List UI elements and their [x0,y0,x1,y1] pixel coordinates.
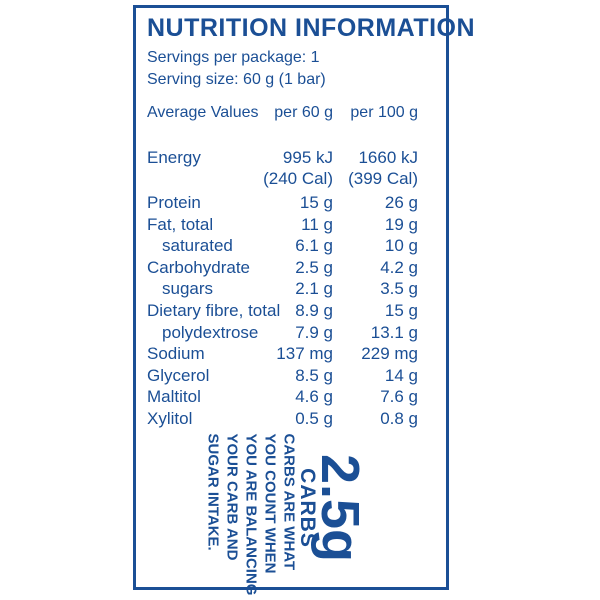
nutrient-label: saturated [162,236,233,256]
nutrient-label: Carbohydrate [147,257,251,277]
nutrient-per-100g: 14 g [384,365,418,385]
nutrient-per-100g: 3.5 g [380,279,418,299]
header-average-values: Average Values [147,104,259,121]
nutrient-row: sugars 2.1 g 3.5 g [136,279,446,301]
message-line: YOU COUNT WHEN [261,433,279,574]
nutrient-per-serving: 15 g [299,193,333,212]
nutrient-label: Dietary fibre, total [147,301,281,320]
nutrient-per-serving: 2.1 g [295,279,333,299]
nutrient-row: polydextrose 7.9 g 13.1 g [136,323,446,345]
nutrient-per-100g: 0.8 g [380,409,418,428]
header-per-60g: per 60 g [274,104,333,121]
nutrient-per-100g: 15 g [384,301,418,320]
nutrient-label: Glycerol [147,365,210,385]
nutrient-per-serving: 137 mg [276,344,333,364]
message-line: CARBS ARE WHAT [280,433,298,571]
energy-cal-per-100g: (399 Cal) [348,169,418,188]
nutrient-per-serving: 0.5 g [295,409,333,428]
panel-title: NUTRITION INFORMATION [147,14,476,42]
nutrient-row: Glycerol 8.5 g 14 g [136,366,446,388]
nutrient-per-serving: 4.6 g [295,387,333,407]
nutrition-panel: NUTRITION INFORMATION Servings per packa… [133,5,475,595]
nutrient-row: Protein 15 g 26 g [136,193,446,215]
nutrient-per-100g: 4.2 g [380,257,418,277]
header-per-100g: per 100 g [350,104,418,121]
nutrient-label: Maltitol [147,387,201,407]
nutrient-per-100g: 26 g [384,193,418,212]
energy-cal-per-serving: (240 Cal) [263,169,333,188]
nutrient-per-100g: 19 g [384,214,418,234]
nutrient-per-serving: 2.5 g [295,257,333,277]
carbs-value: 2.5g [310,453,370,563]
nutrient-per-serving: 7.9 g [295,322,333,342]
nutrient-per-serving: 11 g [301,214,333,234]
nutrient-label: sugars [162,279,214,299]
nutrient-per-serving: 6.1 g [295,236,333,256]
nutrient-row: Carbohydrate 2.5 g 4.2 g [136,258,446,280]
nutrient-label: polydextrose [162,322,259,342]
energy-cal-row: (240 Cal) (399 Cal) [136,169,446,191]
nutrient-per-serving: 8.9 g [295,301,333,320]
nutrient-label: Xylitol [147,409,193,428]
carbs-badge: 2.5g [310,438,371,578]
message-line: SUGAR INTAKE. [204,433,222,551]
nutrient-per-100g: 13.1 g [370,322,418,342]
energy-row: Energy 995 kJ 1660 kJ [136,148,446,170]
nutrient-per-serving: 8.5 g [295,365,333,385]
nutrient-per-100g: 229 mg [361,344,418,364]
nutrient-row: Dietary fibre, total 8.9 g 15 g [136,301,446,323]
carbs-message: CARBS ARE WHAT YOU COUNT WHEN YOU ARE BA… [184,433,299,596]
nutrient-row: Fat, total 11 g 19 g [136,215,446,237]
nutrient-label: Fat, total [147,214,214,234]
carbs-word: CARBS [296,468,319,548]
nutrient-row: Xylitol 0.5 g 0.8 g [136,409,446,431]
message-line: YOU ARE BALANCING [242,433,260,596]
nutrient-per-100g: 10 g [384,236,418,256]
nutrient-row: saturated 6.1 g 10 g [136,236,446,258]
nutrient-row: Sodium 137 mg 229 mg [136,344,446,366]
serving-size: Serving size: 60 g (1 bar) [147,71,326,88]
message-line: YOUR CARB AND [223,433,241,561]
energy-label: Energy [147,148,201,167]
nutrient-label: Protein [147,193,201,212]
servings-per-package: Servings per package: 1 [147,49,320,66]
energy-kj-per-serving: 995 kJ [282,148,333,167]
nutrient-label: Sodium [147,344,205,364]
energy-kj-per-100g: 1660 kJ [358,148,418,167]
nutrient-row: Maltitol 4.6 g 7.6 g [136,387,446,409]
nutrient-per-100g: 7.6 g [380,387,418,407]
